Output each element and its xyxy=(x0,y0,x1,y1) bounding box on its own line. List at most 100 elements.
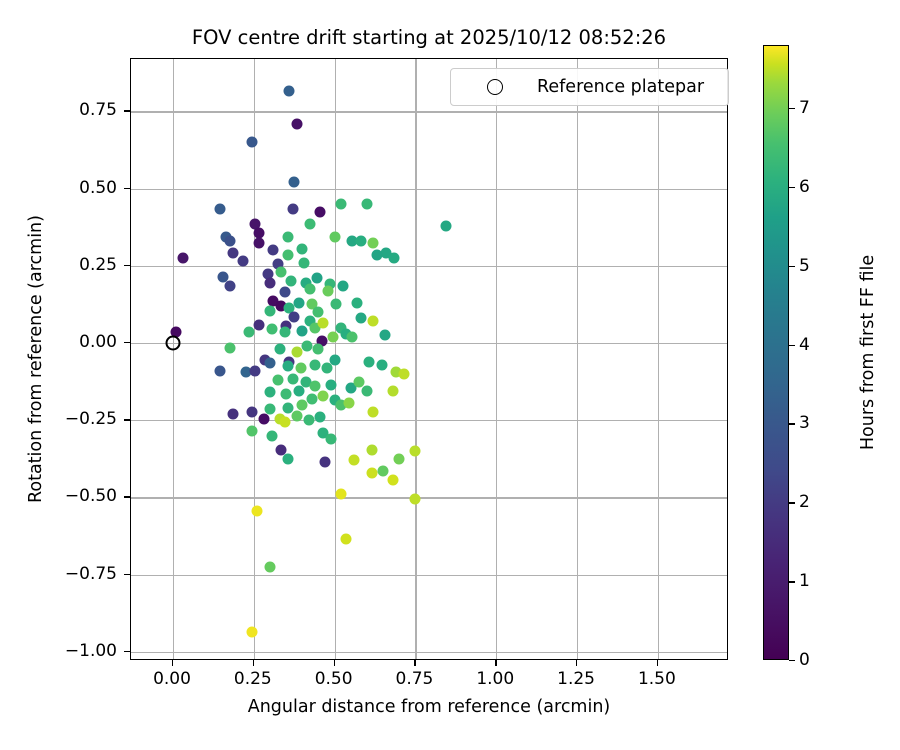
scatter-point xyxy=(377,465,389,477)
scatter-point xyxy=(267,244,279,256)
y-tick xyxy=(124,650,130,653)
scatter-point xyxy=(249,365,261,377)
scatter-point xyxy=(343,397,355,409)
scatter-point xyxy=(282,453,294,465)
scatter-point xyxy=(283,85,295,97)
gridline-vertical xyxy=(657,59,660,659)
x-tick xyxy=(252,660,255,666)
gridline-horizontal xyxy=(131,343,727,345)
scatter-point xyxy=(237,255,249,267)
scatter-point xyxy=(283,302,295,314)
y-tick xyxy=(124,342,130,344)
y-tick-label: −1.00 xyxy=(64,640,117,661)
scatter-point xyxy=(325,433,337,445)
x-tick xyxy=(576,660,578,666)
y-tick-label: −0.25 xyxy=(64,409,117,430)
colorbar-tick xyxy=(789,581,795,583)
scatter-point xyxy=(272,258,284,270)
gridline-horizontal xyxy=(131,420,727,422)
scatter-point xyxy=(264,386,276,398)
scatter-point xyxy=(345,382,357,394)
scatter-point xyxy=(262,268,274,280)
scatter-point xyxy=(279,416,291,428)
scatter-point xyxy=(280,320,292,332)
scatter-point xyxy=(367,237,379,249)
plot-area xyxy=(130,58,728,660)
scatter-point xyxy=(393,453,405,465)
scatter-point xyxy=(317,390,329,401)
y-tick xyxy=(124,110,130,112)
scatter-point xyxy=(251,505,263,517)
scatter-point xyxy=(287,373,299,385)
scatter-point xyxy=(214,365,226,377)
scatter-point xyxy=(227,408,239,420)
scatter-point xyxy=(266,323,278,335)
scatter-point xyxy=(287,203,299,215)
y-axis-label: Rotation from reference (arcmin) xyxy=(26,215,46,503)
scatter-point xyxy=(329,231,341,242)
scatter-point xyxy=(246,425,258,437)
scatter-point xyxy=(293,385,305,397)
gridline-vertical xyxy=(173,59,175,659)
scatter-point xyxy=(329,354,341,366)
scatter-point xyxy=(314,411,326,423)
scatter-point xyxy=(322,285,334,297)
y-tick-label: 0.25 xyxy=(79,254,117,275)
x-axis-label: Angular distance from reference (arcmin) xyxy=(247,697,611,717)
scatter-point xyxy=(253,319,265,330)
colorbar-label: Hours from first FF file xyxy=(858,254,878,451)
colorbar-tick xyxy=(789,660,795,662)
scatter-point xyxy=(267,295,279,307)
scatter-point xyxy=(309,359,321,371)
scatter-point xyxy=(304,283,316,295)
scatter-point xyxy=(285,275,297,287)
scatter-point xyxy=(319,456,331,468)
colorbar-tick xyxy=(789,186,795,189)
x-tick xyxy=(656,660,659,666)
scatter-point xyxy=(309,322,321,334)
scatter-point xyxy=(300,376,312,388)
scatter-point xyxy=(312,343,324,355)
scatter-point xyxy=(282,249,294,261)
scatter-point xyxy=(335,399,347,411)
x-tick-label: 0.00 xyxy=(153,669,191,689)
colorbar-tick-label: 0 xyxy=(799,650,810,670)
x-tick xyxy=(495,660,497,666)
gridline-horizontal xyxy=(131,497,727,499)
scatter-point xyxy=(291,346,303,358)
scatter-point xyxy=(409,445,421,457)
scatter-point xyxy=(300,277,312,289)
colorbar-tick-label: 5 xyxy=(799,255,810,276)
scatter-point xyxy=(296,325,308,337)
gridline-horizontal xyxy=(131,574,727,576)
scatter-point xyxy=(291,410,303,422)
y-tick-label: 0.50 xyxy=(79,177,117,198)
x-tick-label: 1.50 xyxy=(637,669,676,689)
scatter-point xyxy=(279,286,291,298)
scatter-point xyxy=(348,454,360,466)
colorbar: 0 1 2 3 4 5 6 7 xyxy=(763,45,810,670)
gridline-vertical xyxy=(496,59,498,659)
scatter-point xyxy=(304,218,316,230)
colorbar-tick xyxy=(789,265,795,268)
y-tick xyxy=(124,496,130,498)
scatter-point xyxy=(366,467,378,479)
colorbar-tick xyxy=(789,502,795,504)
scatter-point xyxy=(387,385,399,397)
legend-entry-label: Reference platepar xyxy=(537,77,705,97)
legend: Reference platepar xyxy=(450,68,730,106)
scatter-point xyxy=(246,136,258,148)
scatter-point xyxy=(390,366,402,378)
scatter-point xyxy=(314,206,326,218)
y-tick xyxy=(124,187,130,190)
scatter-point xyxy=(366,444,378,456)
scatter-point xyxy=(387,474,399,486)
scatter-point xyxy=(291,118,303,130)
y-tick xyxy=(124,419,130,421)
colorbar-tick-label: 4 xyxy=(799,334,810,355)
scatter-point xyxy=(293,297,305,309)
scatter-point xyxy=(312,306,324,318)
colorbar-tick xyxy=(789,344,795,346)
scatter-point xyxy=(275,266,287,278)
scatter-point xyxy=(324,278,336,290)
